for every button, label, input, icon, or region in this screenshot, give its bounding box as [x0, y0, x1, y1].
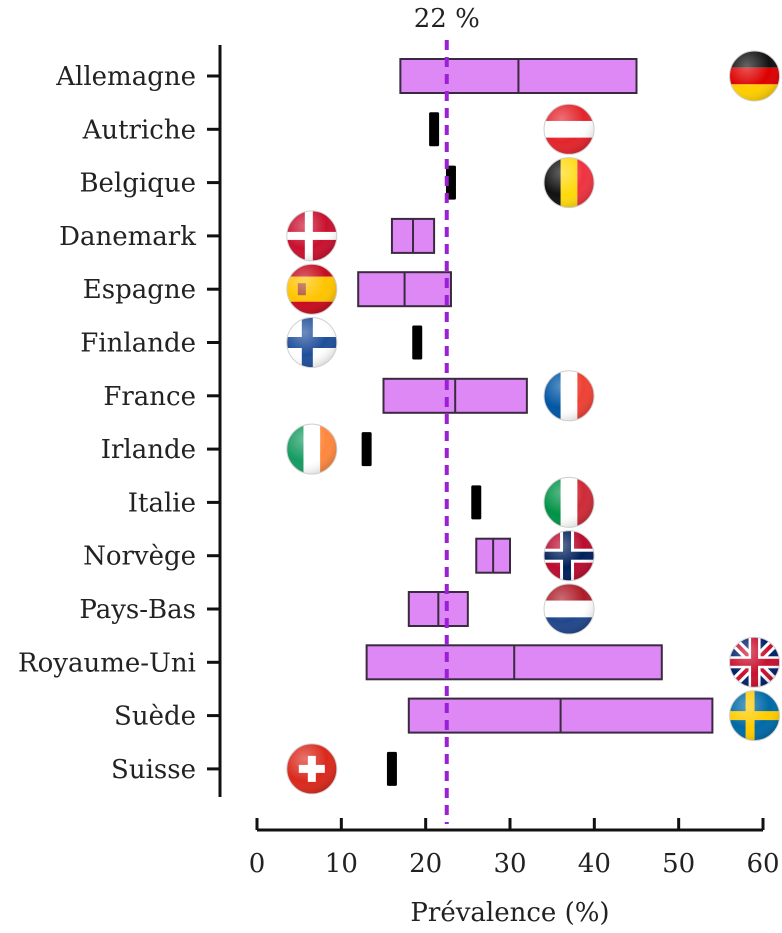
category-label: Suisse	[111, 755, 196, 785]
uk-flag-icon	[729, 636, 781, 688]
category-label: Danemark	[59, 222, 196, 252]
point-marker	[429, 112, 440, 147]
range-box	[407, 697, 714, 734]
italy-flag-icon	[543, 476, 595, 528]
belgium-flag-icon	[543, 157, 595, 209]
point-marker	[386, 751, 397, 786]
x-tick-label: 10	[325, 849, 358, 879]
range-box	[382, 377, 528, 414]
category-label: Belgique	[79, 169, 196, 199]
range-box	[475, 537, 511, 574]
range-box	[357, 271, 452, 308]
point-marker	[412, 325, 423, 360]
category-label: Allemagne	[55, 62, 196, 92]
finland-flag-icon	[286, 317, 338, 368]
france-flag-icon	[543, 370, 595, 422]
x-axis-title: Prévalence (%)	[410, 898, 609, 928]
point-marker	[471, 485, 482, 520]
category-label: Finlande	[80, 329, 196, 359]
category-label: Suède	[114, 702, 196, 732]
flags	[286, 50, 781, 795]
netherlands-flag-icon	[543, 583, 595, 635]
austria-flag-icon	[543, 103, 595, 155]
range-box	[407, 591, 469, 627]
x-tick-label: 20	[409, 849, 442, 879]
denmark-flag-icon	[286, 210, 338, 262]
germany-flag-icon	[729, 50, 781, 102]
range-box	[365, 644, 663, 681]
sweden-flag-icon	[729, 690, 781, 742]
category-label: Pays-Bas	[79, 595, 196, 625]
norway-flag-icon	[543, 530, 595, 582]
x-tick-label: 50	[662, 849, 695, 879]
range-box	[399, 58, 638, 94]
x-tick-label: 0	[249, 849, 266, 879]
ireland-flag-icon	[286, 423, 338, 475]
point-marker	[445, 165, 456, 200]
spain-flag-icon	[286, 263, 338, 315]
x-tick-label: 40	[578, 849, 611, 879]
range-box	[390, 217, 436, 254]
x-ticks: 0 10 20 30 40 50 60	[249, 818, 780, 879]
point-marker	[361, 432, 372, 467]
category-label: Royaume-Uni	[18, 648, 196, 678]
data-marks	[357, 58, 714, 786]
category-label: France	[103, 382, 196, 412]
switzerland-flag-icon	[286, 743, 338, 795]
category-labels: Allemagne Autriche Belgique Danemark Espagne…	[18, 62, 220, 785]
category-label: Espagne	[83, 275, 196, 305]
category-label: Italie	[128, 488, 196, 518]
reference-line-label: 22 %	[414, 4, 480, 34]
category-label: Norvège	[83, 542, 196, 572]
x-tick-label: 60	[746, 849, 779, 879]
x-tick-label: 30	[493, 849, 526, 879]
category-label: Irlande	[101, 435, 196, 465]
reference-line-group: 22 %	[414, 4, 480, 824]
category-label: Autriche	[82, 115, 196, 145]
